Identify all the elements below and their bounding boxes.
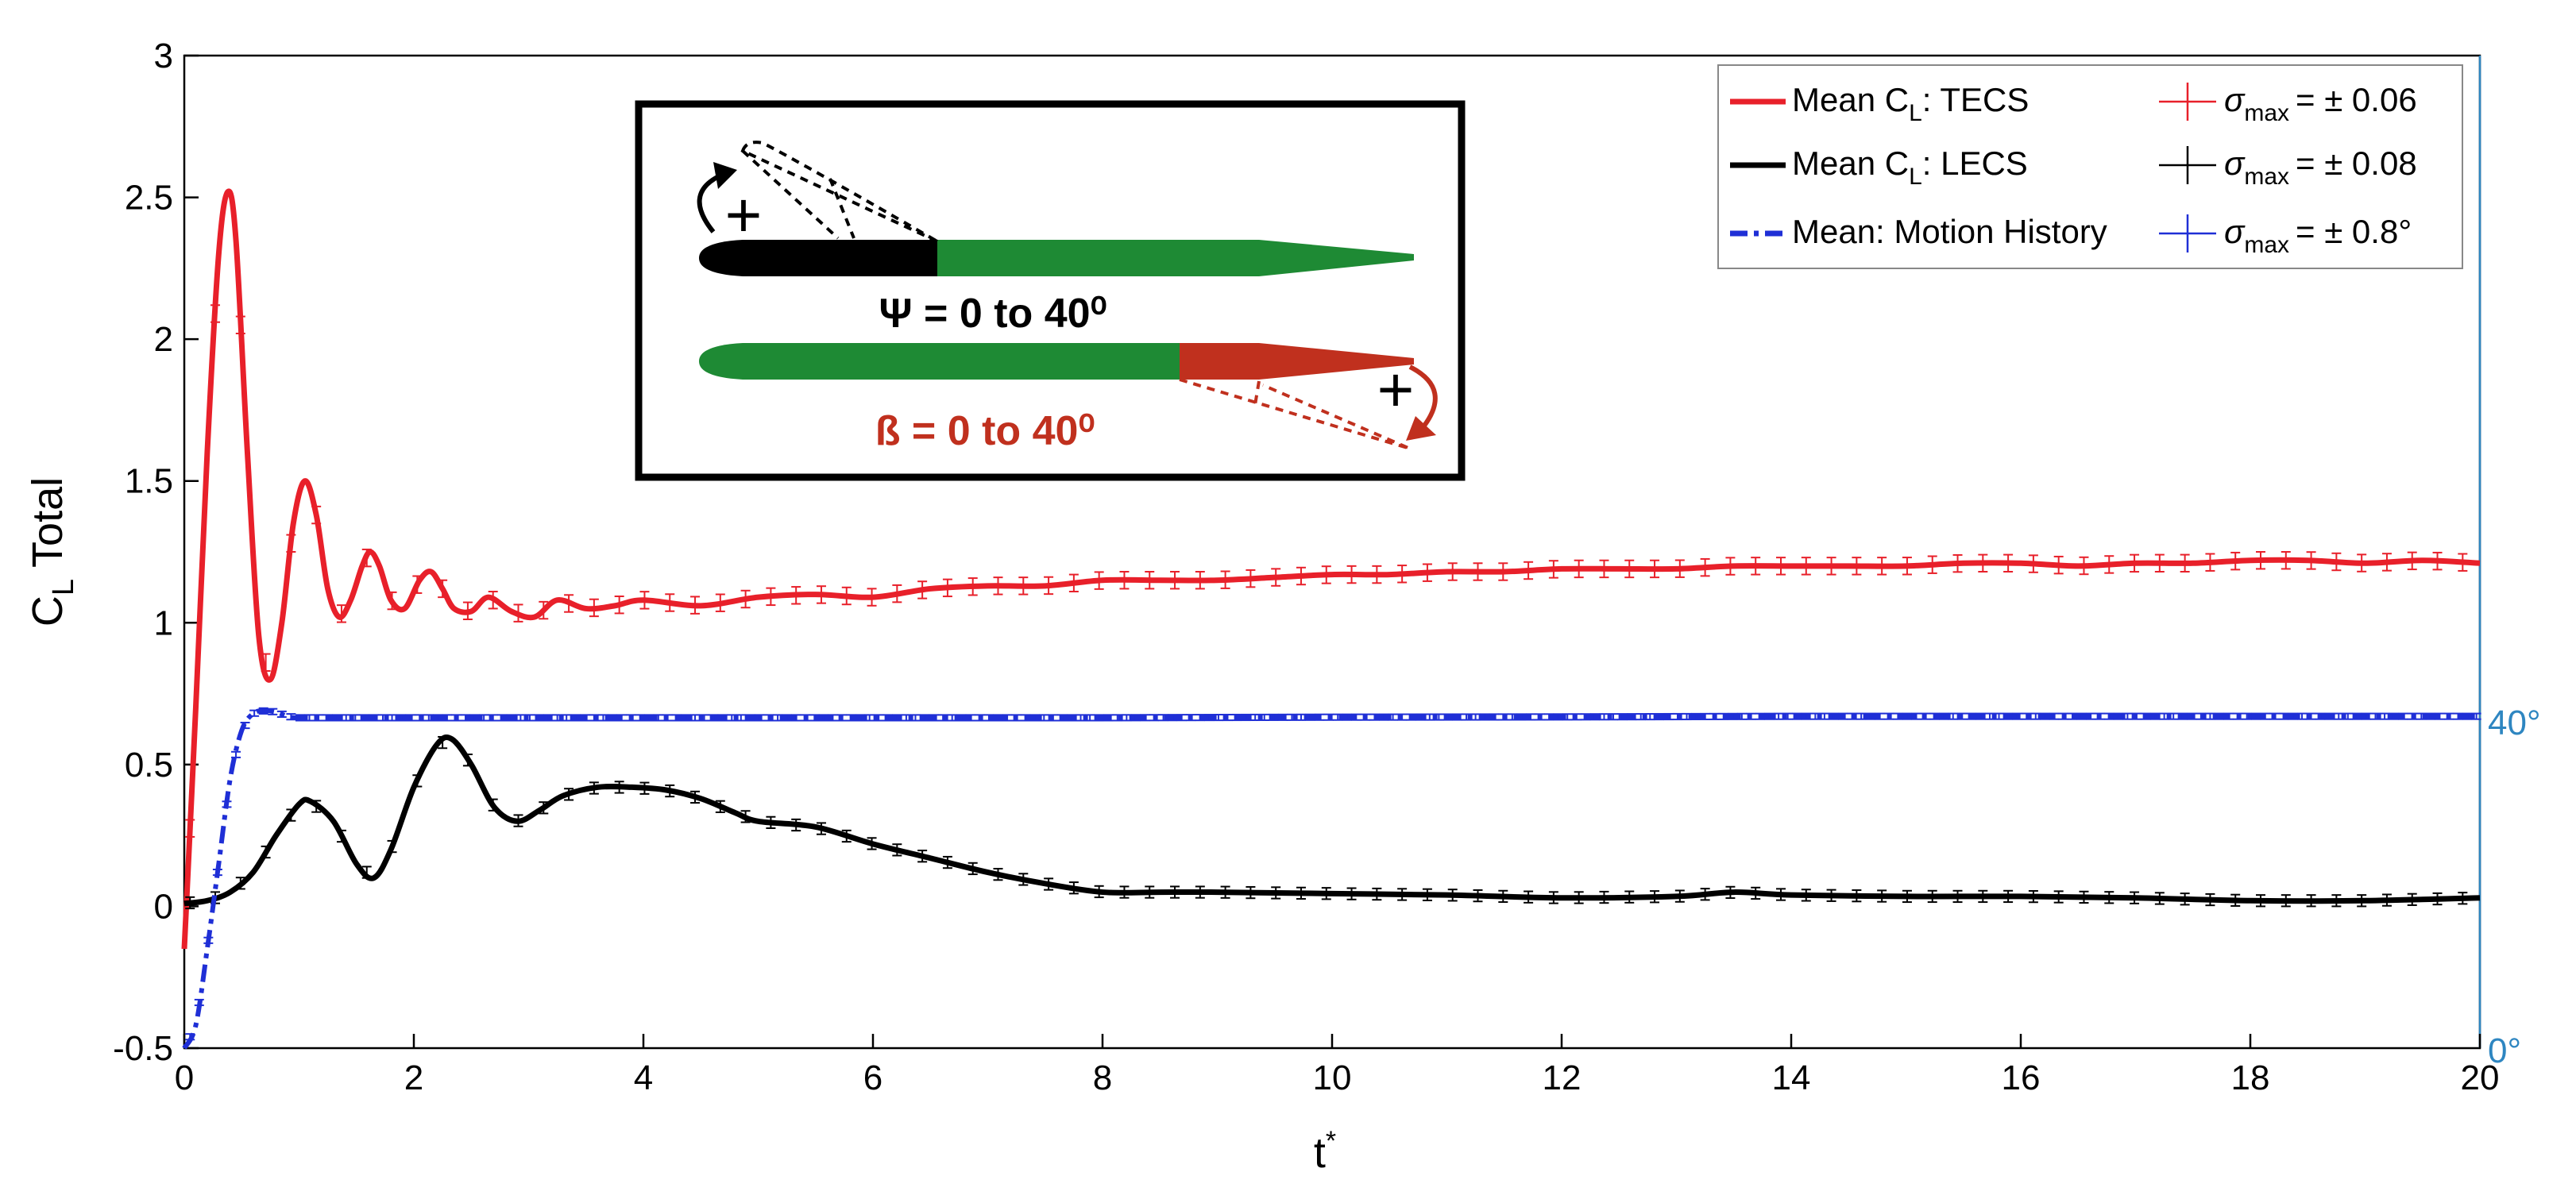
upper-flap-dashed-line bbox=[741, 149, 840, 240]
legend-sigma-lecs: σmax = ± 0.08 bbox=[2224, 145, 2417, 190]
y-tick-label: -0.5 bbox=[113, 1029, 173, 1068]
lower-airfoil-green-body bbox=[699, 343, 1180, 380]
lower-flap-deflected-outline bbox=[1179, 378, 1411, 450]
upper-plus-sign: + bbox=[725, 179, 763, 250]
right-axis-label-top: 40° bbox=[2488, 704, 2541, 742]
x-tick-label: 10 bbox=[1313, 1058, 1352, 1097]
upper-rotation-arrowhead bbox=[713, 162, 737, 189]
series-2 bbox=[182, 707, 2481, 1050]
legend-label-motion: Mean: Motion History bbox=[1792, 213, 2107, 250]
series-line bbox=[181, 188, 2481, 950]
y-tick-label: 1 bbox=[154, 603, 173, 642]
upper-rotation-arrow bbox=[697, 174, 720, 233]
y-tick-label: 3 bbox=[154, 37, 173, 75]
x-tick-label: 12 bbox=[1543, 1058, 1582, 1097]
legend-sigma-motion: σmax = ± 0.8° bbox=[2224, 213, 2412, 258]
series-0 bbox=[181, 188, 2481, 950]
x-axis: 0 2 4 6 8 10 12 14 16 18 20 bbox=[175, 1034, 2500, 1097]
y-tick-label: 2 bbox=[154, 320, 173, 359]
legend-label-tecs: Mean CL: TECS bbox=[1792, 81, 2029, 126]
x-tick-label: 16 bbox=[2002, 1058, 2041, 1097]
y-tick-label: 1.5 bbox=[125, 462, 173, 501]
right-axis-label-bottom: 0° bbox=[2488, 1031, 2521, 1070]
legend: Mean CL: TECS σmax = ± 0.06 Mean CL: LECS… bbox=[1717, 64, 2463, 269]
x-axis-label: t* bbox=[1314, 1126, 1336, 1177]
inset-diagram: + Ψ = 0 to 40⁰ + ß = 0 to 40⁰ bbox=[635, 100, 1466, 481]
x-tick-label: 2 bbox=[404, 1058, 423, 1097]
series-1 bbox=[183, 734, 2481, 910]
lower-rotation-arrowhead bbox=[1406, 416, 1436, 441]
x-tick-label: 8 bbox=[1093, 1058, 1112, 1097]
y-axis: -0.5 0 0.5 1 1.5 2 2.5 3 bbox=[113, 37, 199, 1068]
series-layer bbox=[181, 188, 2481, 1050]
beta-label: ß = 0 to 40⁰ bbox=[875, 408, 1095, 454]
y-tick-label: 0 bbox=[154, 887, 173, 926]
y-tick-label: 2.5 bbox=[125, 179, 173, 218]
y-tick-label: 0.5 bbox=[125, 746, 173, 785]
lower-airfoil-red-tail bbox=[1180, 343, 1414, 380]
upper-flap-dashed-line-2 bbox=[828, 178, 855, 239]
x-tick-label: 14 bbox=[1772, 1058, 1811, 1097]
y-axis-label: CL Total bbox=[24, 477, 80, 626]
x-tick-label: 6 bbox=[863, 1058, 882, 1097]
lower-rotation-arrow bbox=[1408, 364, 1438, 430]
lower-flap-dashed-line bbox=[1253, 380, 1261, 406]
x-tick-label: 20 bbox=[2461, 1058, 2500, 1097]
legend-box bbox=[1717, 64, 2463, 269]
x-tick-label: 18 bbox=[2231, 1058, 2270, 1097]
upper-airfoil-black-nose bbox=[699, 240, 937, 276]
psi-label: Ψ = 0 to 40⁰ bbox=[879, 291, 1107, 337]
legend-label-lecs: Mean CL: LECS bbox=[1792, 145, 2028, 190]
series-line bbox=[183, 734, 2481, 907]
x-tick-label: 0 bbox=[175, 1058, 194, 1097]
x-tick-label: 4 bbox=[634, 1058, 653, 1097]
lower-plus-sign: + bbox=[1377, 354, 1415, 425]
upper-flap-deflected-outline bbox=[740, 141, 939, 243]
legend-sigma-tecs: σmax = ± 0.06 bbox=[2224, 81, 2417, 126]
upper-airfoil-green-body bbox=[937, 240, 1414, 276]
